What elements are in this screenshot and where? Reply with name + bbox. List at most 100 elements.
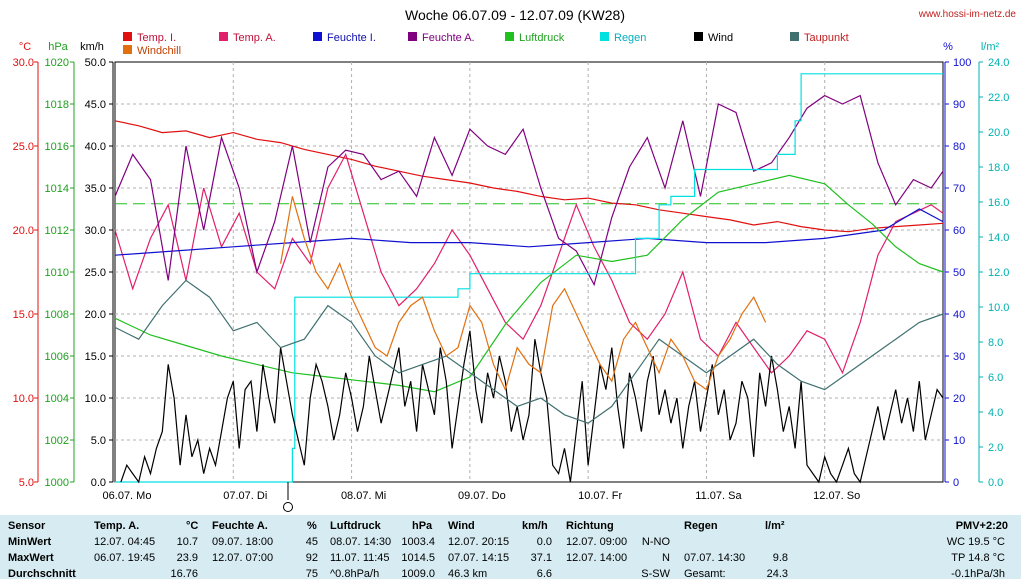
legend-label: Wind (708, 32, 733, 44)
chart-title: Woche 06.07.09 - 12.07.09 (KW28) (405, 7, 625, 23)
temp-tick-label: 20.0 (13, 225, 34, 237)
legend-swatch (123, 32, 132, 41)
stats-temp-avg-value: 16.76 (170, 568, 198, 580)
stats-wind-avg-value: 6.6 (536, 568, 552, 580)
stats-wind-min-time: 12.07. 20:15 (448, 536, 510, 548)
stats-avg-label: Durchschnitt (8, 568, 76, 580)
wind-tick-label: 50.0 (85, 57, 106, 69)
legend-label: Windchill (137, 45, 181, 57)
rain-tick-label: 4.0 (988, 407, 1003, 419)
legend-swatch (313, 32, 322, 41)
series-line-windchill (280, 196, 767, 392)
wind-tick-label: 15.0 (85, 351, 106, 363)
pressure-tick-label: 1000 (45, 477, 69, 489)
stats-dewpoint-value: TP 14.8 °C (951, 552, 1005, 564)
stats-temp-min-time: 12.07. 04:45 (94, 536, 156, 548)
stats-max-label: MaxWert (8, 552, 54, 564)
humidity-tick-label: 70 (953, 183, 965, 195)
stats-dir-max-time: 12.07. 14:00 (566, 552, 628, 564)
legend-label: Temp. I. (137, 32, 176, 44)
humidity-tick-label: 10 (953, 435, 965, 447)
legend-label: Feuchte A. (422, 32, 475, 44)
pressure-tick-label: 1006 (45, 351, 69, 363)
temp-tick-label: 10.0 (13, 393, 34, 405)
legend: Temp. I. Temp. A. Feuchte I. Feuchte A. Luft… (123, 32, 849, 57)
x-tick-label: 12.07. So (813, 490, 860, 502)
stats-press-max-time: 11.07. 11:45 (330, 552, 390, 564)
pressure-unit-label: hPa (48, 41, 68, 53)
pressure-tick-label: 1016 (45, 141, 69, 153)
stats-hum-max-value: 92 (305, 552, 318, 564)
series-line-temp-i- (114, 120, 944, 233)
stats-press-trend: ^0.8hPa/h (330, 568, 380, 580)
rain-unit-label: l/m² (981, 41, 1000, 53)
x-tick-label: 09.07. Do (458, 490, 506, 502)
stats-windchill-value: WC 19.5 °C (946, 536, 1005, 548)
stats-min-label: MinWert (8, 536, 52, 548)
stats-hum-header: Feuchte A. (212, 520, 268, 532)
stats-wind-min-value: 0.0 (536, 536, 552, 548)
stats-wind-max-value: 37.1 (530, 552, 552, 564)
humidity-tick-label: 60 (953, 225, 965, 237)
stats-rain-total-label: Gesamt: (684, 568, 726, 580)
stats-pmv-header: PMV+2:20 (955, 520, 1008, 532)
series-line-taupunkt (114, 279, 944, 424)
series-line-feuchte-a- (114, 94, 944, 287)
stats-temp-unit: °C (186, 520, 199, 532)
temp-tick-label: 5.0 (19, 477, 34, 489)
stats-press-min-time: 08.07. 14:30 (330, 536, 392, 548)
stats-hum-min-time: 09.07. 18:00 (212, 536, 274, 548)
stats-rain-unit: l/m² (765, 520, 785, 532)
wind-tick-label: 35.0 (85, 183, 106, 195)
rain-tick-label: 8.0 (988, 337, 1003, 349)
wind-unit-label: km/h (80, 41, 104, 53)
pressure-tick-label: 1014 (45, 183, 69, 195)
temp-tick-label: 25.0 (13, 141, 34, 153)
rain-tick-label: 10.0 (988, 302, 1009, 314)
time-marker-icon (283, 502, 293, 512)
stats-dir-max-value: N (662, 552, 670, 564)
temp-unit-label: °C (19, 41, 31, 53)
stats-hum-max-time: 12.07. 07:00 (212, 552, 274, 564)
site-link[interactable]: www.hossi-im-netz.de (918, 9, 1017, 20)
rain-tick-label: 6.0 (988, 372, 1003, 384)
humidity-unit-label: % (943, 41, 953, 53)
wind-tick-label: 20.0 (85, 309, 106, 321)
series-line-luftdruck (114, 174, 944, 393)
x-tick-label: 06.07. Mo (103, 490, 152, 502)
stats-sensor-header: Sensor (8, 520, 46, 532)
x-tick-label: 11.07. Sa (695, 490, 742, 502)
stats-press-header: Luftdruck (330, 520, 381, 532)
stats-dir-min-value: N-NO (641, 536, 670, 548)
rain-tick-label: 12.0 (988, 267, 1009, 279)
stats-dir-min-time: 12.07. 09:00 (566, 536, 628, 548)
legend-swatch (505, 32, 514, 41)
legend-swatch (694, 32, 703, 41)
legend-swatch (408, 32, 417, 41)
temp-tick-label: 30.0 (13, 57, 34, 69)
stats-press-max-value: 1014.5 (401, 552, 435, 564)
rain-tick-label: 0.0 (988, 477, 1003, 489)
humidity-tick-label: 50 (953, 267, 965, 279)
rain-tick-label: 18.0 (988, 162, 1009, 174)
pressure-tick-label: 1002 (45, 435, 69, 447)
grid (114, 61, 944, 483)
pressure-tick-label: 1020 (45, 57, 69, 69)
wind-tick-label: 25.0 (85, 267, 106, 279)
pressure-tick-label: 1018 (45, 99, 69, 111)
legend-swatch (790, 32, 799, 41)
x-tick-label: 08.07. Mi (341, 490, 386, 502)
pressure-tick-label: 1012 (45, 225, 69, 237)
wind-tick-label: 30.0 (85, 225, 106, 237)
legend-label: Luftdruck (519, 32, 565, 44)
humidity-tick-label: 30 (953, 351, 965, 363)
humidity-tick-label: 90 (953, 99, 965, 111)
series-group (114, 73, 944, 484)
rain-tick-label: 24.0 (988, 57, 1009, 69)
stats-rain-header: Regen (684, 520, 718, 532)
stats-press-min-value: 1003.4 (401, 536, 435, 548)
wind-tick-label: 0.0 (91, 477, 106, 489)
stats-press-avg-value: 1009.0 (401, 568, 435, 580)
rain-tick-label: 14.0 (988, 232, 1009, 244)
stats-hum-avg-value: 75 (305, 568, 318, 580)
